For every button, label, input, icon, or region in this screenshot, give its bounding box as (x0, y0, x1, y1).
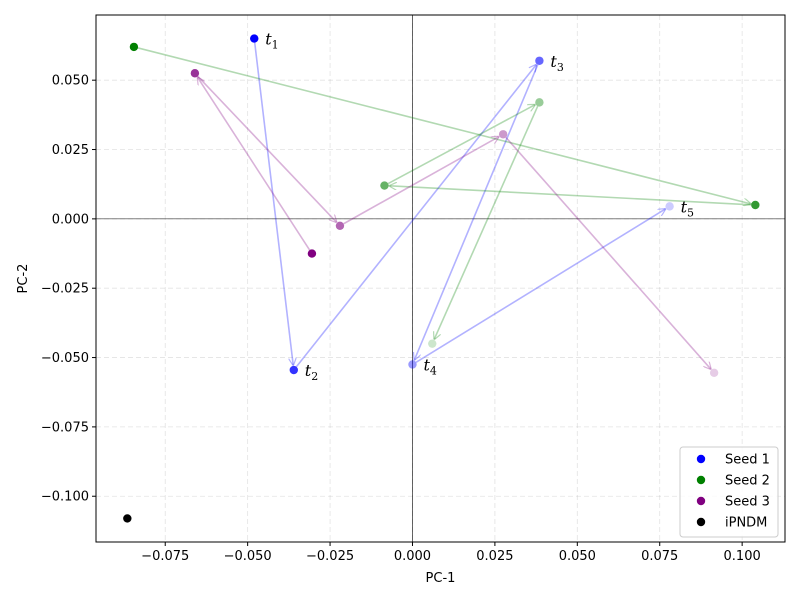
legend-label: Seed 1 (725, 453, 770, 468)
zero-lines (96, 15, 785, 542)
step-annotation: t2 (305, 361, 318, 383)
trajectory-arrow (198, 78, 311, 251)
data-point (535, 56, 544, 65)
data-point (190, 69, 200, 78)
y-tick-label: −0.100 (41, 490, 89, 505)
legend-entry: Seed 2 (696, 474, 770, 489)
x-tick-label: 0.025 (476, 549, 513, 564)
data-point (535, 98, 544, 107)
legend-frame (679, 446, 779, 538)
x-tick-label: 0.100 (724, 549, 761, 564)
data-point (665, 202, 674, 211)
x-tick-label: −0.025 (306, 549, 354, 564)
axis-ticks: −0.075 −0.050 −0.025 0.000 0.025 0.050 0.075 0.… (41, 74, 761, 564)
legend-entry: iPNDM (696, 516, 767, 531)
x-axis-label: PC-1 (426, 571, 456, 586)
trajectory-arrow (434, 105, 539, 339)
step-annotation: t1 (265, 30, 278, 52)
trajectory-arrow (295, 65, 536, 368)
trajectory-arrow (197, 75, 337, 222)
trajectory-arrow (390, 186, 752, 206)
data-point (408, 360, 417, 369)
data-point (289, 365, 298, 375)
x-tick-label: −0.075 (141, 549, 189, 564)
trajectory-arrow (415, 209, 665, 363)
trajectory-arrow (137, 47, 750, 204)
data-point (123, 514, 132, 523)
legend-marker (696, 475, 706, 485)
trajectory-arrow (505, 136, 711, 368)
data-point (380, 181, 389, 190)
trajectory-arrows (137, 42, 752, 369)
trajectory-arrow (343, 137, 499, 225)
data-point (751, 200, 760, 210)
plot-frame (95, 14, 786, 543)
y-tick-label: −0.075 (41, 420, 89, 435)
data-point (498, 130, 508, 139)
y-tick-label: 0.050 (52, 74, 89, 89)
x-tick-label: 0.075 (641, 549, 678, 564)
data-point (250, 34, 259, 43)
step-annotation: t5 (681, 197, 694, 219)
trajectory-arrow (387, 105, 535, 185)
y-tick-label: 0.000 (52, 212, 89, 227)
step-annotation: t3 (550, 52, 563, 74)
legend-entry: Seed 1 (696, 453, 770, 468)
legend-marker (696, 496, 706, 506)
data-point (307, 249, 317, 258)
legend-marker (696, 454, 706, 464)
x-tick-label: 0.050 (559, 549, 596, 564)
step-annotations: t1 t2 t3 t4 t5 (265, 30, 694, 383)
x-tick-label: −0.050 (224, 549, 272, 564)
legend-label: iPNDM (725, 516, 767, 531)
data-point (428, 339, 437, 348)
legend: Seed 1 Seed 2 Seed 3 iPNDM (679, 446, 779, 538)
y-tick-label: −0.025 (41, 282, 89, 297)
legend-label: Seed 3 (725, 495, 770, 510)
data-points (123, 34, 760, 523)
data-point (335, 221, 345, 230)
trajectory-arrow (414, 64, 539, 360)
legend-entry: Seed 3 (696, 495, 770, 510)
data-point (129, 42, 139, 52)
legend-label: Seed 2 (725, 474, 770, 489)
legend-marker (696, 517, 706, 527)
y-tick-label: 0.025 (52, 143, 89, 158)
y-tick-label: −0.050 (41, 351, 89, 366)
trajectory-arrow (253, 42, 293, 365)
step-annotation: t4 (423, 355, 436, 377)
x-tick-label: 0.000 (394, 549, 431, 564)
data-point (709, 368, 719, 378)
y-axis-label: PC-2 (16, 264, 31, 294)
